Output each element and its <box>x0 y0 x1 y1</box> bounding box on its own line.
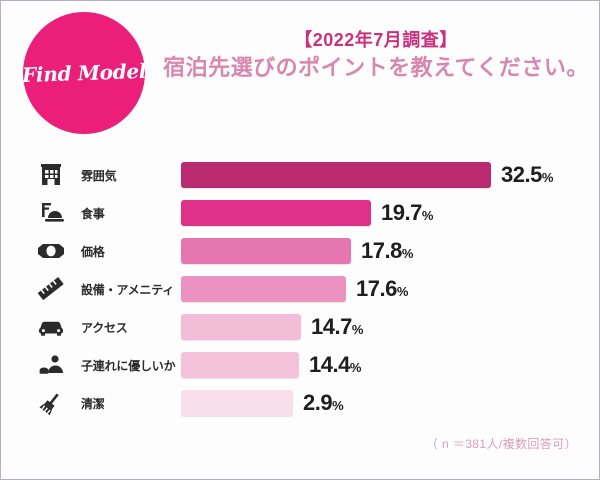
survey-date-subtitle: 【2022年7月調査】 <box>294 30 458 50</box>
chart-row: 設備・アメニティ 17.6% <box>1 270 599 308</box>
food-cloche-icon <box>29 197 73 229</box>
value-label-5: 14.4% <box>309 352 362 377</box>
value-label-1: 19.7% <box>381 200 434 225</box>
category-label: 価格 <box>81 244 105 259</box>
brand-logo-text: Find Model <box>21 58 147 88</box>
parent-child-icon <box>29 349 73 381</box>
bar-chart: 雰囲気 32.5% 食事 19.7% <box>1 151 599 422</box>
bar-5 <box>181 352 299 378</box>
value-label-6: 2.9% <box>303 390 344 415</box>
page-title: 宿泊先選びのポイントを教えてください。 <box>163 55 589 81</box>
value-label-3: 17.6% <box>356 276 409 301</box>
bar-2 <box>181 238 351 264</box>
brand-logo: Find Model <box>21 12 147 134</box>
chart-row: 清潔 2.9% <box>1 384 599 422</box>
category-label: 設備・アメニティ <box>81 282 175 297</box>
category-label: アクセス <box>81 320 128 335</box>
hotel-building-icon <box>29 159 73 191</box>
title-block: 【2022年7月調査】 宿泊先選びのポイントを教えてください。 <box>161 28 591 84</box>
chart-row: 食事 19.7% <box>1 194 599 232</box>
bar-1 <box>181 200 371 226</box>
ruler-icon <box>29 273 73 305</box>
header: Find Model 【2022年7月調査】 宿泊先選びのポイントを教えてくださ… <box>1 1 599 141</box>
value-label-2: 17.8% <box>361 238 414 263</box>
value-label-0: 32.5% <box>501 162 554 187</box>
category-label: 清潔 <box>81 396 105 411</box>
car-icon <box>29 311 73 343</box>
value-label-4: 14.7% <box>311 314 364 339</box>
category-label: 食事 <box>81 206 105 221</box>
bar-4 <box>181 314 301 340</box>
bar-3 <box>181 276 346 302</box>
sample-size-note: （ n ＝381人/複数回答可） <box>425 437 577 451</box>
category-label: 子連れに優しいか <box>81 358 176 373</box>
chart-row: 価格 17.8% <box>1 232 599 270</box>
category-label: 雰囲気 <box>81 168 117 183</box>
chart-row: アクセス 14.7% <box>1 308 599 346</box>
bar-0 <box>181 162 491 188</box>
banknote-icon <box>29 235 73 267</box>
broom-icon <box>29 387 73 419</box>
bar-6 <box>181 390 293 416</box>
chart-row: 子連れに優しいか 14.4% <box>1 346 599 384</box>
chart-row: 雰囲気 32.5% <box>1 156 599 194</box>
